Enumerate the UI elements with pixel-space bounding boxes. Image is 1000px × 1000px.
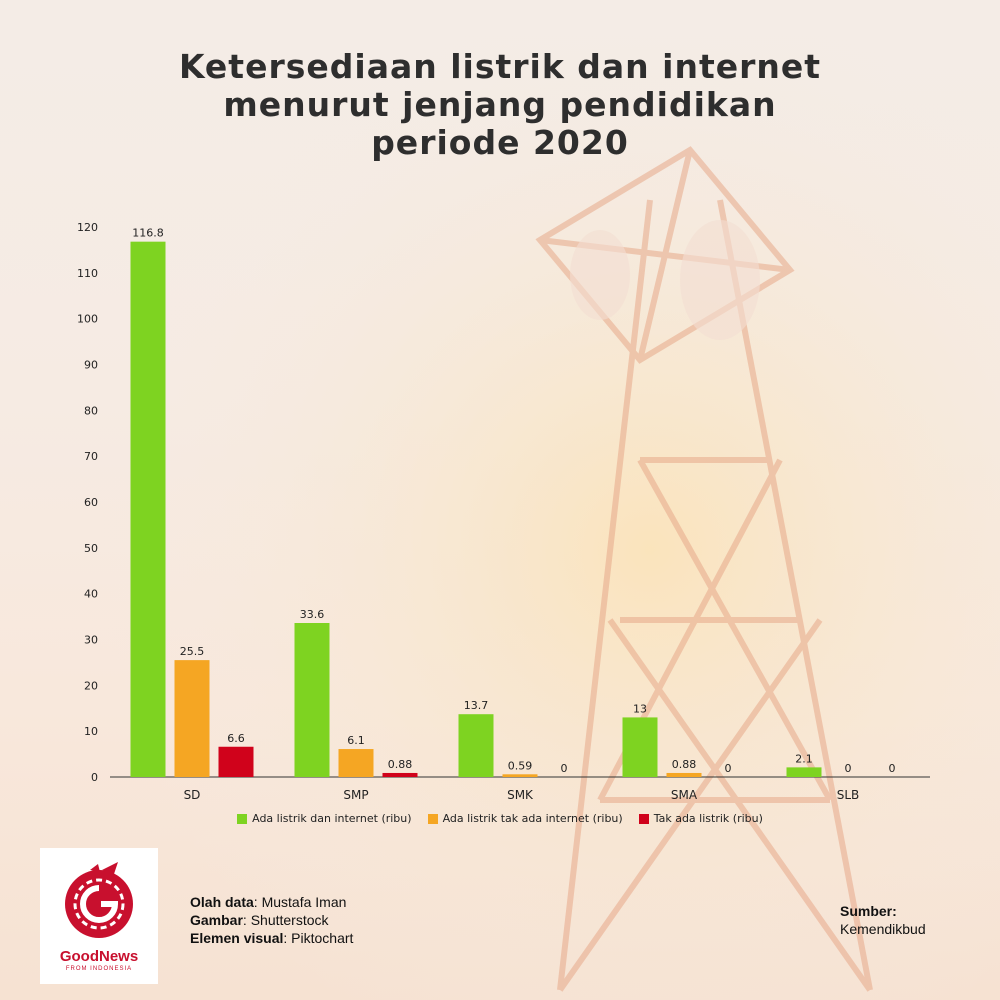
- x-tick-label: SMK: [507, 788, 534, 802]
- y-tick-label: 10: [84, 725, 98, 738]
- x-tick-label: SLB: [837, 788, 860, 802]
- data-label: 116.8: [132, 227, 164, 240]
- data-label: 0: [725, 762, 732, 775]
- data-label: 0.59: [508, 759, 533, 772]
- y-tick-label: 60: [84, 496, 98, 509]
- legend-label: Ada listrik dan internet (ribu): [252, 812, 412, 825]
- legend-swatch: [427, 813, 438, 824]
- source-note: Sumber: Kemendikbud: [840, 902, 926, 938]
- y-tick-label: 50: [84, 542, 98, 555]
- source-value: Kemendikbud: [840, 921, 926, 937]
- legend-swatch: [237, 813, 248, 824]
- y-tick-label: 20: [84, 679, 98, 692]
- logo-name: GoodNews: [59, 948, 139, 965]
- bar: [218, 746, 254, 777]
- credit-line: Elemen visual: Piktochart: [190, 930, 354, 946]
- y-tick-label: 90: [84, 359, 98, 372]
- title-line-1: Ketersediaan listrik dan internet: [178, 47, 822, 86]
- bar: [622, 717, 658, 777]
- y-tick-label: 120: [77, 221, 98, 234]
- bar: [130, 241, 166, 777]
- data-label: 6.1: [347, 734, 365, 747]
- legend-item-listrik-internet: Ada listrik dan internet (ribu): [237, 812, 412, 825]
- data-label: 13.7: [464, 699, 489, 712]
- data-label: 0: [845, 762, 852, 775]
- bar: [382, 772, 418, 777]
- y-tick-label: 80: [84, 404, 98, 417]
- goodnews-logo: GoodNews FROM INDONESIA: [40, 848, 158, 984]
- source-label: Sumber:: [840, 903, 897, 919]
- title-line-2: menurut jenjang pendidikan: [223, 85, 777, 124]
- bar: [502, 774, 538, 777]
- legend-label: Tak ada listrik (ribu): [653, 812, 763, 825]
- credit-line: Olah data: Mustafa Iman: [190, 894, 347, 910]
- bar: [458, 714, 494, 777]
- x-tick-label: SMA: [671, 788, 698, 802]
- bar: [666, 772, 702, 777]
- data-label: 6.6: [227, 732, 245, 745]
- data-label: 0: [561, 762, 568, 775]
- legend-item-tak-ada-listrik: Tak ada listrik (ribu): [638, 812, 763, 825]
- x-tick-label: SD: [184, 788, 201, 802]
- garuda-emblem-icon: [65, 862, 133, 938]
- y-tick-label: 40: [84, 588, 98, 601]
- credit-line: Gambar: Shutterstock: [190, 912, 329, 928]
- data-label: 13: [633, 702, 647, 715]
- bar: [786, 767, 822, 777]
- legend-item-listrik-tanpa-internet: Ada listrik tak ada internet (ribu): [427, 812, 623, 825]
- legend-label: Ada listrik tak ada internet (ribu): [442, 812, 623, 825]
- y-tick-label: 100: [77, 313, 98, 326]
- y-tick-label: 110: [77, 267, 98, 280]
- logo-subtitle: FROM INDONESIA: [65, 966, 133, 972]
- data-label: 2.1: [795, 752, 813, 765]
- chart-title: Ketersediaan listrik dan internet menuru…: [150, 48, 850, 162]
- x-tick-label: SMP: [343, 788, 368, 802]
- y-tick-label: 70: [84, 450, 98, 463]
- data-label: 25.5: [180, 645, 205, 658]
- legend-swatch: [638, 813, 649, 824]
- bar: [294, 623, 330, 777]
- y-tick-label: 0: [91, 771, 98, 784]
- data-label: 0: [889, 762, 896, 775]
- data-label: 0.88: [672, 758, 697, 771]
- data-label: 33.6: [300, 608, 325, 621]
- title-line-3: periode 2020: [371, 123, 629, 162]
- data-label: 0.88: [388, 758, 413, 771]
- credits: Olah data: Mustafa Iman Gambar: Shutters…: [190, 893, 353, 947]
- bar: [174, 660, 210, 777]
- chart-legend: Ada listrik dan internet (ribu) Ada list…: [0, 812, 1000, 825]
- bar: [338, 749, 374, 777]
- y-tick-label: 30: [84, 634, 98, 647]
